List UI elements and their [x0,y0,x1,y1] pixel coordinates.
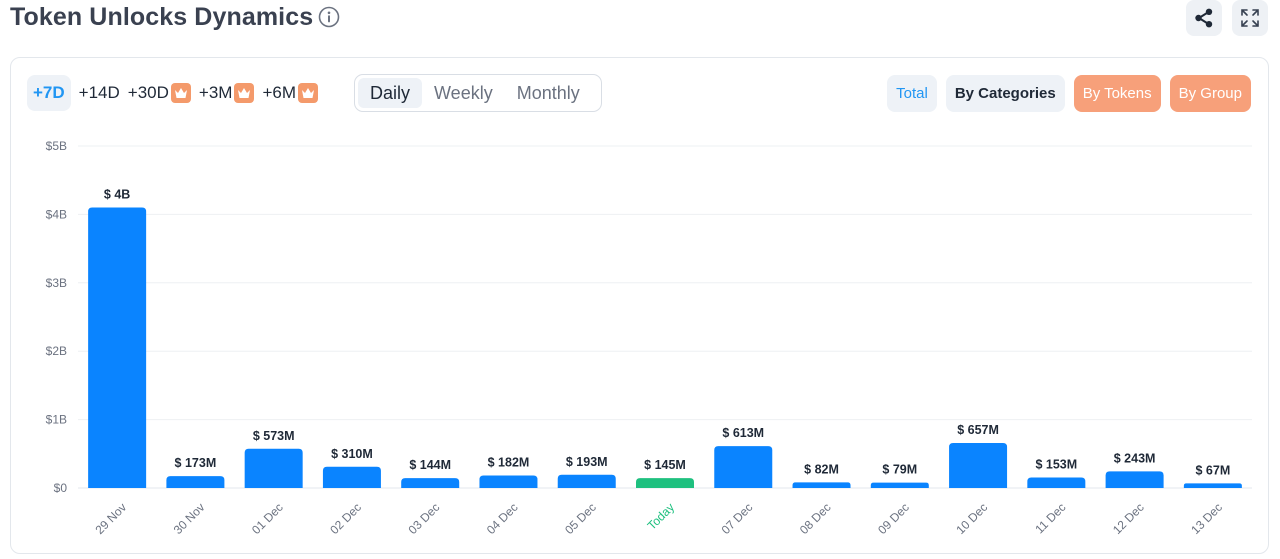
crown-icon [170,83,191,103]
period-selector: Daily Weekly Monthly [354,74,602,112]
by-categories-button[interactable]: By Categories [945,74,1065,112]
range-tab-6m[interactable]: +6M [262,75,319,111]
share-button[interactable] [1186,0,1222,36]
range-tab-label: +3M [198,83,233,102]
range-tab-7d[interactable]: +7D [27,75,71,111]
expand-icon [1241,9,1259,27]
bar[interactable] [401,478,460,488]
bar-today[interactable] [636,478,694,488]
period-tab-weekly[interactable]: Weekly [434,82,493,103]
period-tab-monthly[interactable]: Monthly [516,82,580,103]
bar[interactable] [1105,471,1164,488]
range-tab-3m[interactable]: +3M [199,75,255,111]
bar[interactable] [949,443,1008,488]
bar[interactable] [244,448,303,488]
bar[interactable] [322,466,381,488]
expand-button[interactable] [1232,0,1268,36]
range-tab-14d[interactable]: +14D [79,75,120,111]
crown-icon [298,83,319,103]
total-button[interactable]: Total [887,74,937,112]
bar[interactable] [870,482,929,488]
bar[interactable] [557,474,616,488]
range-tab-label: +30D [127,83,169,102]
period-tab-daily[interactable]: Daily [358,78,423,108]
bar[interactable] [792,482,851,488]
range-selector: +7D +14D +30D +3M +6M [27,74,326,112]
chart-card: +7D +14D +30D +3M +6M Daily Weekly Month… [10,57,1269,554]
bar[interactable] [88,207,147,488]
page-title: Token Unlocks Dynamics [10,3,314,31]
crown-icon [234,83,255,103]
range-tab-label: +14D [78,83,120,102]
bar[interactable] [479,475,538,488]
view-mode-selector: Total By Categories By Tokens By Group [878,74,1251,112]
bar[interactable] [1183,483,1242,488]
range-tab-30d[interactable]: +30D [128,75,191,111]
bar[interactable] [714,446,773,488]
by-tokens-button[interactable]: By Tokens [1073,74,1161,112]
range-tab-label: +6M [262,83,297,102]
bar[interactable] [1027,477,1086,488]
range-tab-label: +7D [33,83,65,102]
bar[interactable] [166,476,225,488]
by-group-button[interactable]: By Group [1169,74,1251,112]
share-icon [1195,8,1213,28]
chart-header: Token Unlocks Dynamics [10,0,1270,38]
info-icon[interactable] [318,6,340,28]
